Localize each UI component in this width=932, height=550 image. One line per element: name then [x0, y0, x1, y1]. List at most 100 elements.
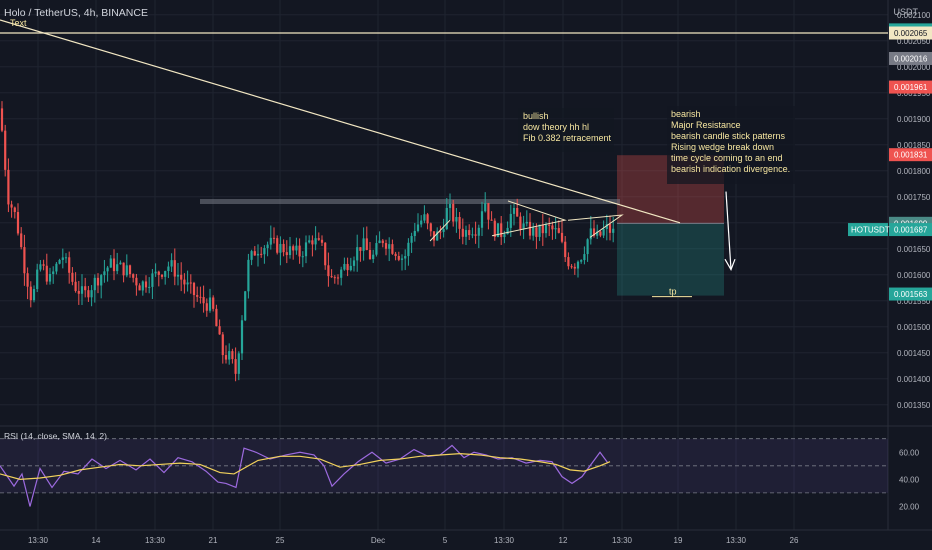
rsi-tick-label: 20.00 — [899, 502, 920, 511]
candle-body — [240, 320, 244, 354]
price-marker-label: 0.001831 — [894, 151, 928, 160]
candle-body — [436, 231, 439, 241]
rsi-tick-label: 60.00 — [899, 448, 920, 457]
candle-body — [42, 264, 45, 266]
candle-body — [519, 216, 522, 230]
candle-body — [554, 228, 557, 230]
price-tick-label: 0.001900 — [897, 115, 931, 124]
candle-body — [218, 326, 221, 335]
candle-body — [26, 273, 29, 287]
candle-body — [285, 252, 288, 256]
rising-wedge — [567, 214, 624, 238]
annotation-bearish-line: Rising wedge break down — [671, 142, 774, 152]
candle-body — [340, 269, 343, 278]
candle-body — [461, 228, 464, 237]
price-tick-label: 0.001400 — [897, 375, 931, 384]
candle-body — [74, 281, 77, 291]
down-arrow-head — [724, 258, 736, 271]
candle-body — [432, 231, 436, 241]
candle-body — [90, 290, 93, 298]
candle-body — [311, 240, 314, 245]
candle-body — [298, 245, 301, 257]
price-tick-label: 0.002100 — [897, 11, 931, 20]
candle-body — [324, 242, 327, 266]
candle-body — [212, 297, 215, 309]
candle-body — [116, 264, 119, 272]
annotation-bg-bearish — [667, 106, 795, 184]
candle-body — [356, 247, 359, 261]
candle-body — [608, 224, 612, 233]
price-marker-box — [889, 51, 932, 65]
candle-body — [602, 228, 605, 236]
candle-body — [522, 223, 525, 230]
candle-body — [151, 273, 154, 287]
annotation-bullish-line: dow theory hh hl — [523, 122, 589, 132]
candle-body — [112, 258, 116, 272]
annotation-bg-bullish — [518, 108, 614, 152]
candle-body — [13, 207, 16, 213]
time-tick-label: 19 — [674, 536, 683, 545]
candle-body — [493, 220, 496, 237]
candle-body — [164, 271, 167, 277]
candle-body — [119, 262, 122, 265]
price-marker-box — [889, 223, 932, 237]
candle-body — [96, 277, 100, 286]
candle-body — [282, 243, 285, 253]
candle-body — [173, 260, 176, 277]
candle-body — [128, 265, 132, 275]
candle-body — [484, 203, 487, 212]
candle-body — [180, 274, 183, 280]
time-tick-label: 13:30 — [145, 536, 166, 545]
candle-body — [464, 230, 468, 237]
candle-body — [445, 207, 448, 230]
time-tick-label: 5 — [443, 536, 448, 545]
candle-body — [474, 234, 477, 236]
candle-body — [48, 274, 52, 282]
candle-body — [528, 221, 532, 236]
annotation-bearish-line: bearish indication divergence. — [671, 164, 790, 174]
candle-body — [87, 290, 90, 298]
candle-body — [39, 264, 42, 270]
rsi-series-rsi — [0, 444, 609, 507]
candle-body — [64, 257, 68, 259]
time-tick-label: 14 — [92, 536, 101, 545]
candle-body — [439, 231, 442, 233]
candle-body — [292, 246, 295, 251]
candle-body — [525, 221, 528, 224]
candle-body — [144, 281, 148, 288]
candle-body — [288, 246, 292, 256]
candle-body — [132, 274, 135, 278]
candle-body — [160, 274, 164, 277]
price-tick-label: 0.002000 — [897, 63, 931, 72]
candle-body — [506, 227, 509, 235]
wedge-pattern — [491, 200, 567, 237]
candle-body — [490, 219, 493, 221]
candle-body — [205, 303, 208, 311]
price-marker-label: 0.002065 — [894, 29, 928, 38]
candle-body — [589, 228, 592, 240]
candle-body — [301, 256, 304, 258]
candle-body — [541, 224, 544, 234]
candle-body — [157, 271, 160, 275]
candle-body — [330, 276, 333, 278]
candle-body — [77, 290, 80, 294]
candle-body — [404, 256, 407, 259]
candle-body — [487, 203, 490, 220]
candle-body — [378, 240, 381, 244]
annotation-bearish-line: Major Resistance — [671, 120, 741, 130]
candle-body — [109, 258, 112, 268]
candle-body — [263, 248, 266, 255]
candle-body — [103, 271, 106, 276]
price-marker-box — [889, 148, 932, 162]
price-marker-label: 0.001563 — [894, 290, 928, 299]
candle-body — [58, 259, 61, 264]
candle-body — [52, 271, 55, 275]
candle-body — [199, 296, 202, 298]
time-tick-label: 13:30 — [612, 536, 633, 545]
candle-body — [224, 355, 228, 360]
candle-body — [551, 225, 554, 230]
price-tick-label: 0.001800 — [897, 167, 931, 176]
time-tick-label: 13:30 — [726, 536, 747, 545]
candle-body — [480, 211, 484, 228]
